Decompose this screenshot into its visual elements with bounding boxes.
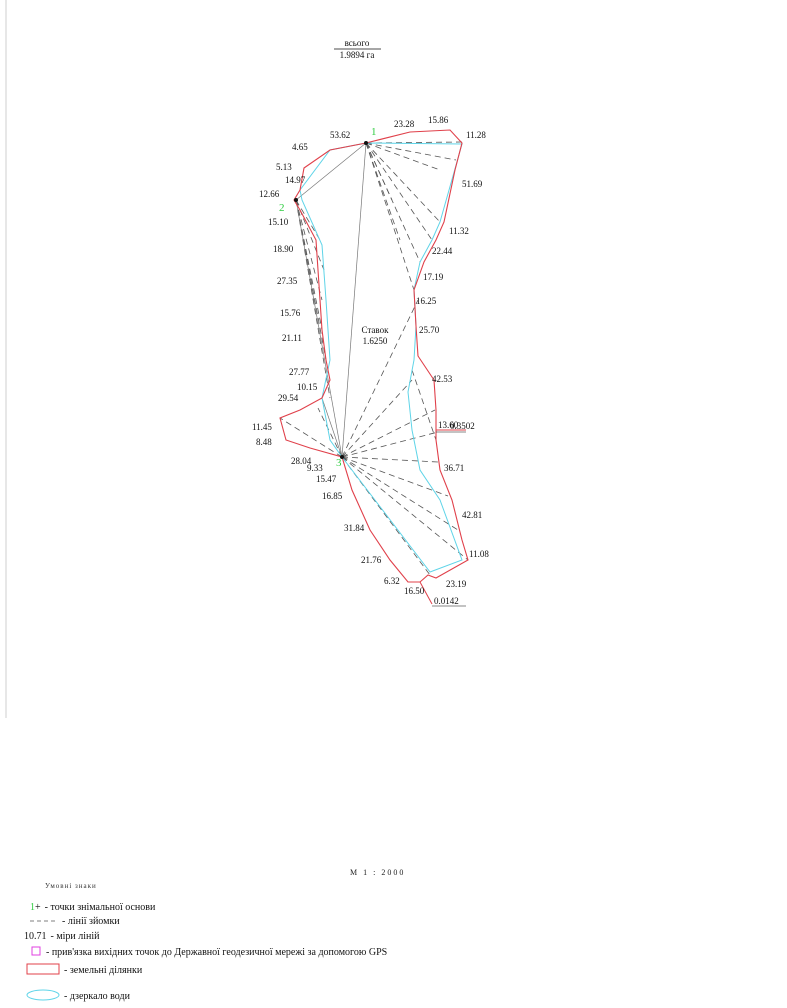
measure-labels: 53.62 23.28 15.86 11.28 4.65 5.13 14.97 … (252, 115, 489, 596)
measure-label: 11.08 (469, 549, 489, 559)
measure-label: 21.11 (282, 333, 302, 343)
measure-label: 5.13 (276, 162, 292, 172)
base-point-2-marker (294, 198, 298, 202)
measure-label: 9.33 (307, 463, 323, 473)
measure-label: 15.86 (428, 115, 449, 125)
measure-label: 51.69 (462, 179, 483, 189)
measure-label: 25.70 (419, 325, 440, 335)
measure-label: 14.97 (285, 175, 306, 185)
measure-label: 8.48 (256, 437, 272, 447)
base-point-3-marker (340, 455, 344, 459)
measure-label: 11.45 (252, 422, 272, 432)
measure-label: 11.28 (466, 130, 486, 140)
measure-label: 15.10 (268, 217, 289, 227)
legend-row-parcels: - земельні ділянки (26, 963, 142, 977)
small-area-1: 0.3502 (450, 421, 475, 431)
dashed-line-icon (30, 916, 58, 927)
parcel-dividers (419, 429, 466, 605)
base-point-icon: 1+ (30, 901, 41, 913)
measure-label: 27.77 (289, 367, 310, 377)
measure-label: 13.60 (438, 420, 459, 430)
point-label-3: 3 (336, 457, 342, 469)
measure-label: 27.35 (277, 276, 298, 286)
legend-row-base-points: 1+ - точки знімальної основи (30, 900, 155, 914)
measure-label: 21.76 (361, 555, 382, 565)
parcel-rect-icon (26, 962, 60, 979)
measure-label: 42.53 (432, 374, 453, 384)
measure-label: 17.19 (423, 272, 444, 282)
base-point-1-marker (364, 141, 368, 145)
survey-solid (295, 142, 367, 458)
measure-label: 23.19 (446, 579, 467, 589)
survey-lines (279, 141, 469, 576)
measure-label: 16.85 (322, 491, 343, 501)
legend-heading: Умовні знаки (45, 882, 97, 890)
measure-label: 23.28 (394, 119, 415, 129)
total-value: 1.9894 га (340, 50, 375, 60)
legend-row-gps: - прив'язка вихідних точок до Державної … (30, 945, 387, 959)
legend-water-text: - дзеркало води (64, 990, 130, 1002)
legend-row-water: - дзеркало води (26, 989, 130, 1003)
base-points (294, 141, 368, 459)
legend-measure-lines-text: - міри ліній (50, 930, 100, 942)
measure-label: 31.84 (344, 523, 365, 533)
measure-label: 16.25 (416, 296, 437, 306)
measure-label: 4.65 (292, 142, 308, 152)
measure-label: 15.47 (316, 474, 337, 484)
point-label-1: 1 (371, 126, 377, 138)
measure-label: 53.62 (330, 130, 350, 140)
parcel-area: 1.6250 (363, 336, 388, 346)
measure-label: 12.66 (259, 189, 280, 199)
measure-label: 6.32 (384, 576, 400, 586)
water-mirror (299, 142, 463, 573)
small-area-2: 0.0142 (434, 596, 459, 606)
gps-square-icon (30, 946, 42, 959)
measure-label: 36.71 (444, 463, 464, 473)
legend-survey-lines-text: - лінії зйомки (62, 915, 120, 927)
legend-parcels-text: - земельні ділянки (64, 964, 143, 976)
measure-label: 18.90 (273, 244, 294, 254)
legend-row-measures: 10.71 - міри ліній (24, 929, 100, 943)
legend-row-survey-lines: - лінії зйомки (30, 914, 120, 928)
measure-label: 28.04 (291, 456, 312, 466)
measure-label: 22.44 (432, 246, 453, 256)
measure-label: 10.15 (297, 382, 318, 392)
legend-measure-sample: 10.71 (24, 930, 47, 942)
measure-label: 11.32 (449, 226, 469, 236)
measure-label: 29.54 (278, 393, 299, 403)
measure-label: 15.76 (280, 308, 301, 318)
parcel-boundary (279, 129, 469, 583)
legend-base-points-text: - точки знімальної основи (44, 901, 156, 913)
point-label-2: 2 (279, 202, 285, 214)
measure-label: 42.81 (462, 510, 482, 520)
measure-label: 16.50 (404, 586, 425, 596)
parcel-name: Ставок (362, 325, 390, 335)
legend-gps-text: - прив'язка вихідних точок до Державної … (46, 946, 388, 958)
total-label: всього (345, 38, 370, 48)
scale-note: М 1 : 2000 (350, 868, 406, 877)
water-ellipse-icon (26, 988, 60, 1005)
